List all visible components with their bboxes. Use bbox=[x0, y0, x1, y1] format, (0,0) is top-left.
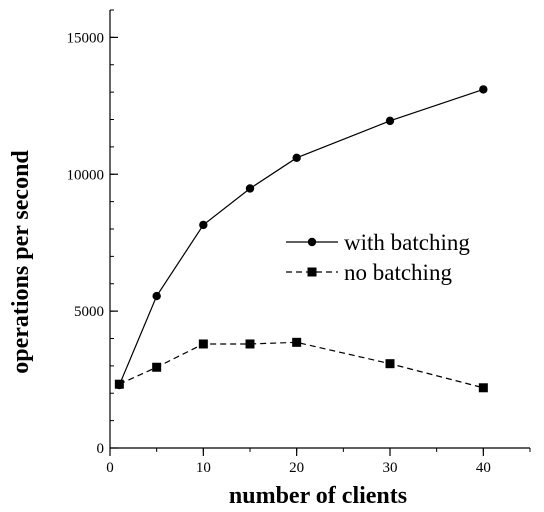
series-with-batching bbox=[115, 85, 488, 390]
x-axis-title: number of clients bbox=[229, 483, 407, 509]
legend-label: with batching bbox=[344, 230, 470, 255]
axes: 0 5000 10000 15000 0 10 20 30 40 bbox=[67, 9, 531, 476]
legend-entry: with batching bbox=[286, 230, 470, 255]
legend-label: no batching bbox=[344, 260, 452, 285]
series-layer bbox=[114, 85, 488, 393]
x-tick-label: 40 bbox=[476, 460, 491, 476]
x-tick-label: 10 bbox=[196, 460, 211, 476]
y-tick-label: 10000 bbox=[67, 167, 105, 183]
data-point bbox=[479, 85, 488, 94]
data-point bbox=[385, 116, 395, 126]
y-axis-title: operations per second bbox=[8, 150, 34, 374]
data-point bbox=[245, 339, 255, 349]
legend-marker bbox=[307, 237, 317, 247]
legend-entry: no batching bbox=[286, 260, 452, 285]
legend-marker bbox=[307, 267, 317, 277]
data-point bbox=[114, 379, 124, 389]
series-no-batching bbox=[114, 337, 488, 393]
y-tick-label: 5000 bbox=[74, 304, 104, 320]
data-point bbox=[199, 220, 208, 230]
data-point bbox=[198, 339, 208, 349]
series-line bbox=[119, 341, 484, 389]
x-tick-label: 0 bbox=[106, 460, 114, 476]
data-point bbox=[385, 359, 395, 369]
y-tick-label: 15000 bbox=[67, 30, 105, 46]
data-point bbox=[245, 184, 255, 193]
x-tick-label: 30 bbox=[383, 460, 398, 476]
data-point bbox=[292, 153, 301, 163]
data-point bbox=[152, 362, 162, 372]
x-tick-label: 20 bbox=[289, 460, 304, 476]
data-point bbox=[478, 383, 488, 393]
data-point bbox=[152, 291, 161, 301]
legend: with batching no batching bbox=[286, 230, 470, 285]
data-point bbox=[292, 337, 302, 347]
y-tick-label: 0 bbox=[97, 441, 105, 457]
